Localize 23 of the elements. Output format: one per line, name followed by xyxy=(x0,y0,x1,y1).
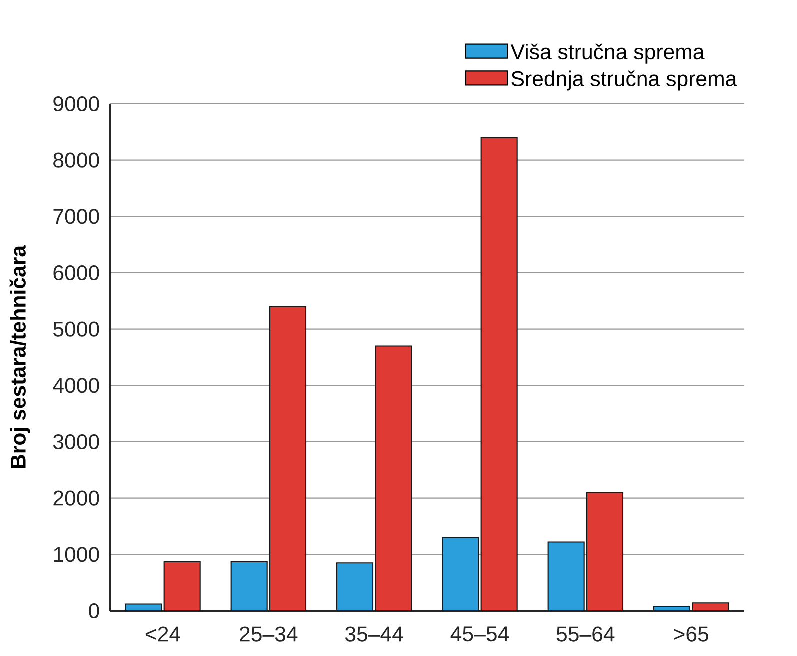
y-tick-label: 0 xyxy=(89,603,100,619)
y-tick-label: 8000 xyxy=(54,152,100,168)
y-tick-label: 9000 xyxy=(54,96,100,112)
legend-label: Viša stručna sprema xyxy=(510,44,705,64)
bar xyxy=(480,137,518,611)
bar xyxy=(442,537,480,611)
y-tick-label: 1000 xyxy=(54,547,100,562)
y-tick-label: 5000 xyxy=(54,322,100,337)
bar xyxy=(164,561,201,611)
x-tick-label: >65 xyxy=(674,626,709,642)
bar xyxy=(125,604,162,611)
y-tick-label: 3000 xyxy=(53,434,100,450)
x-tick-label: 45–54 xyxy=(450,626,510,642)
x-tick-label: 35–44 xyxy=(345,626,404,642)
y-tick-label: 4000 xyxy=(53,378,100,394)
x-tick-label: 25–34 xyxy=(240,626,298,642)
y-tick-label: 6000 xyxy=(54,265,100,281)
x-tick-label: <24 xyxy=(146,626,180,642)
y-tick-label: 2000 xyxy=(54,490,100,506)
y-tick-label: 7000 xyxy=(54,209,100,224)
y-axis-title: Broj sestara/tehničara xyxy=(10,245,30,468)
legend-label: Srednja stručna sprema xyxy=(512,70,738,91)
x-tick-label: 55–64 xyxy=(556,626,615,642)
